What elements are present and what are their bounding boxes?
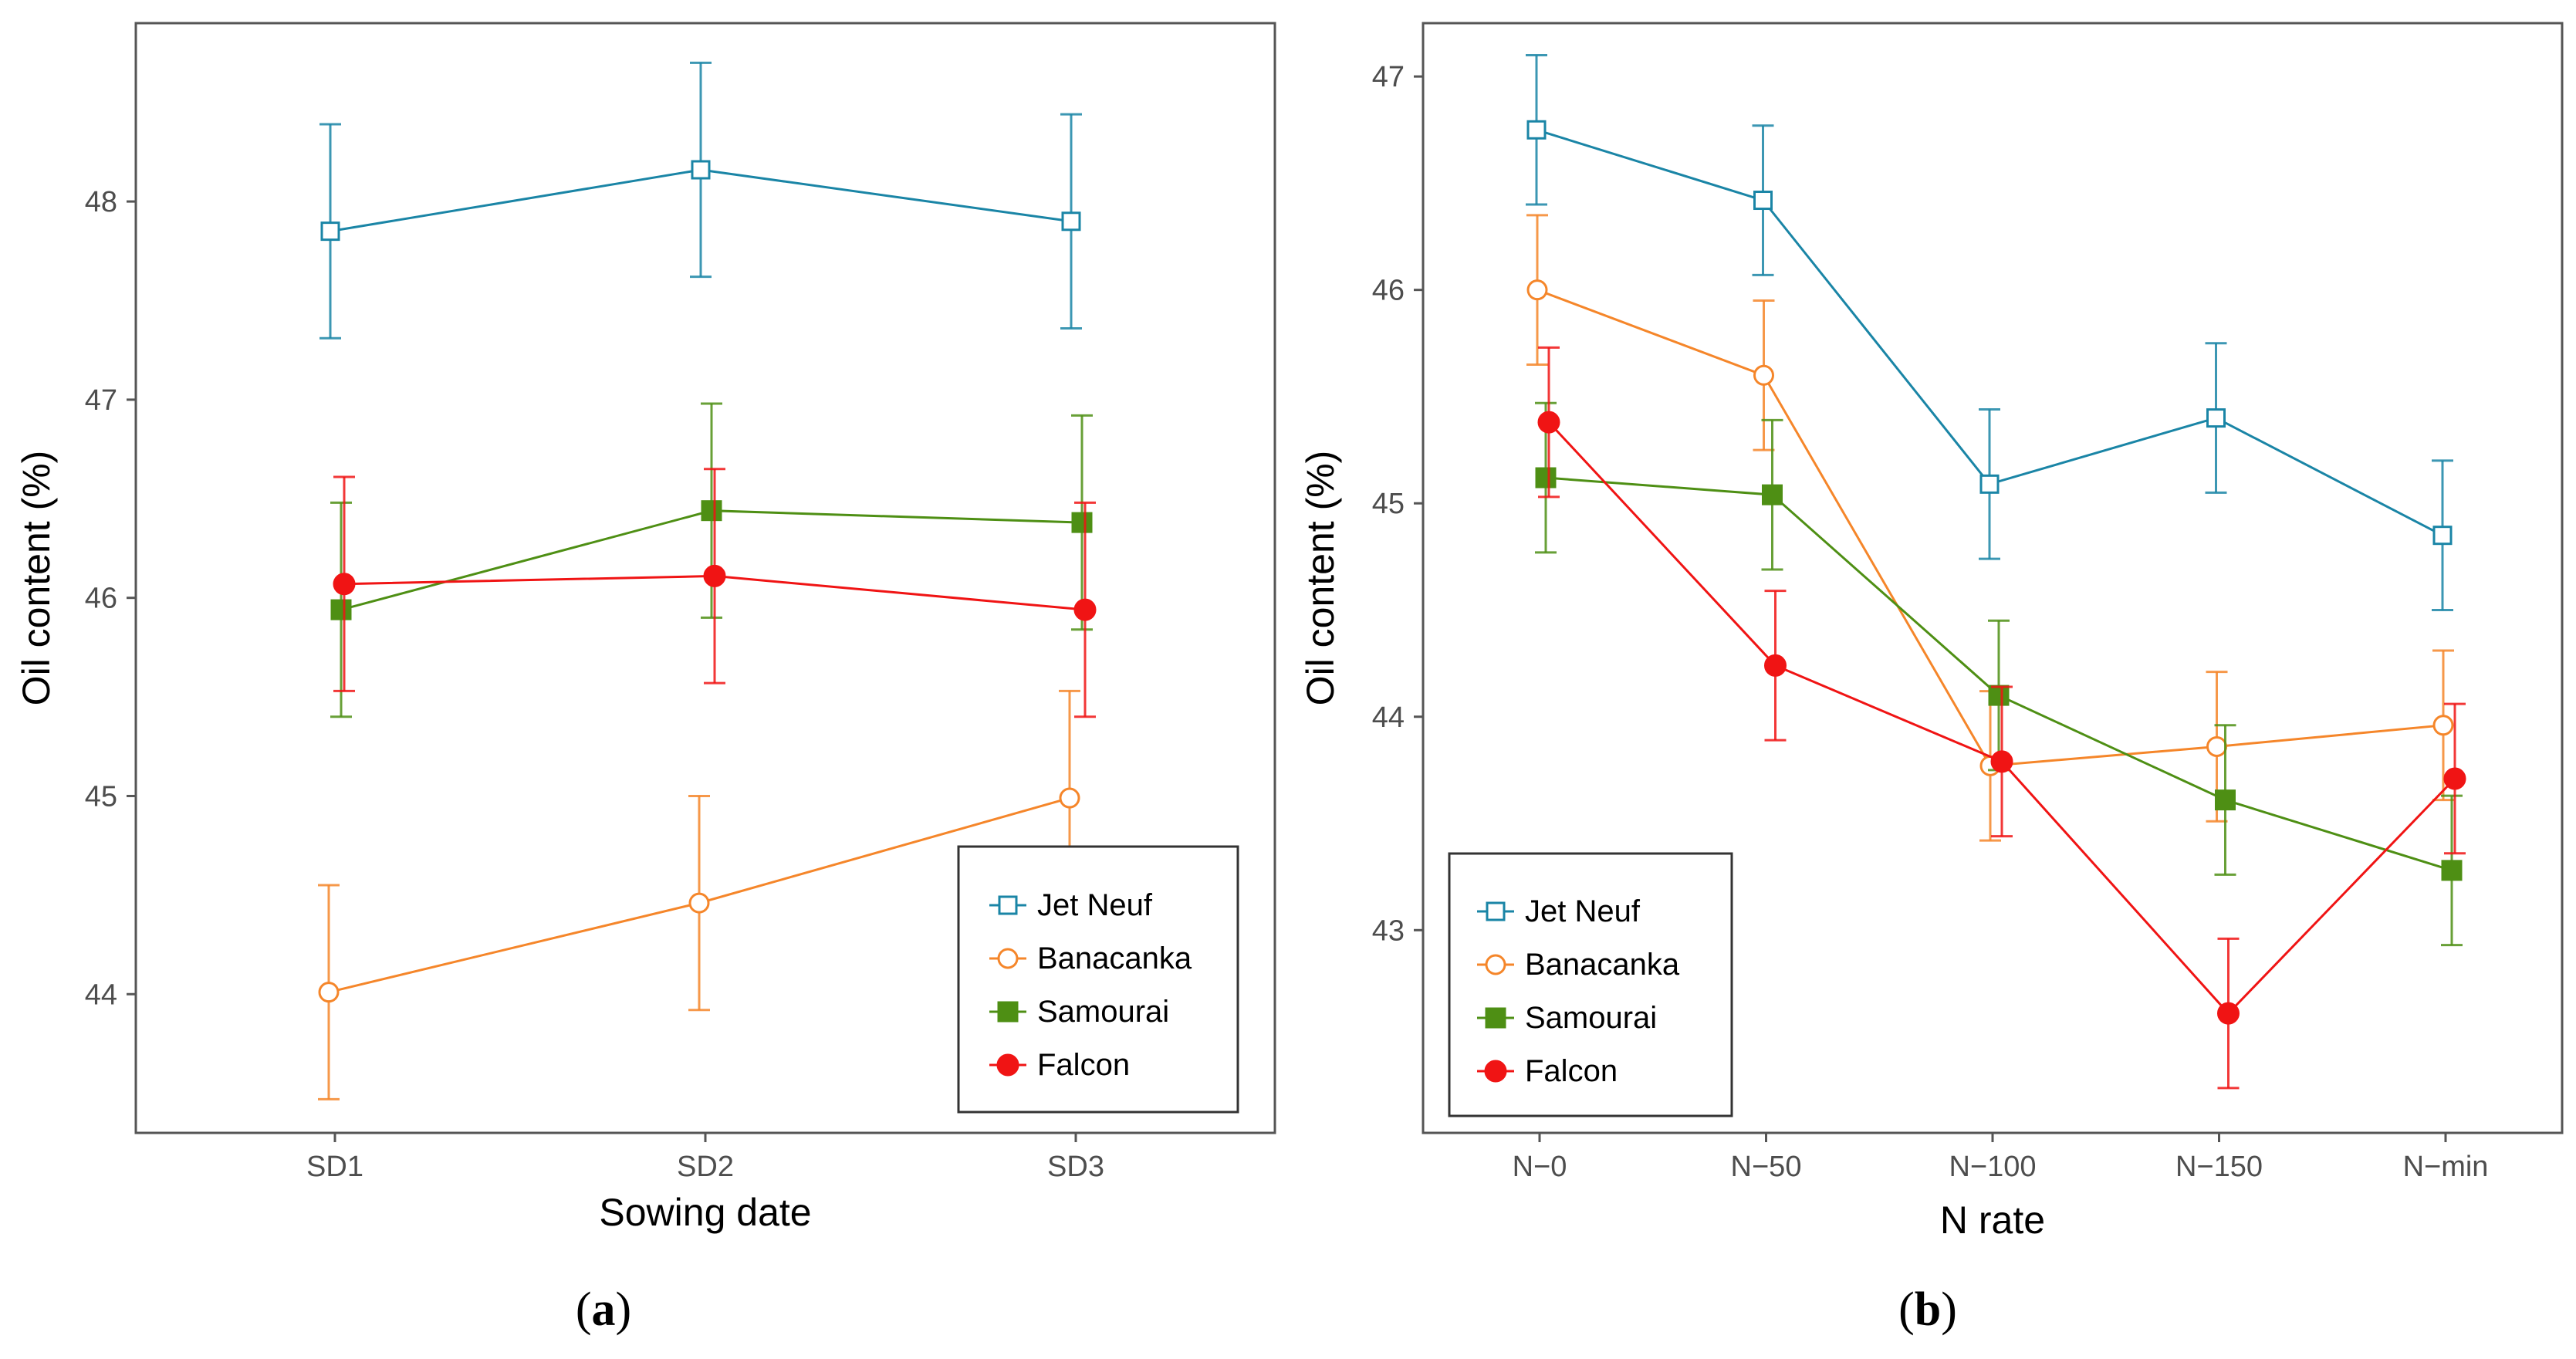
panel-a-point-banacanka [1059,787,1080,809]
panel-b-series-samourai [1535,401,2463,947]
panel-a-y-tick-label: 48 [85,186,117,218]
panel-a-x-tick-label: SD3 [1047,1151,1104,1183]
panel-a-y-tick-label: 44 [85,979,117,1011]
panel-a-point-jet-neuf [691,160,711,180]
panel-b-point-falcon [1990,750,2013,773]
panel-a-point-samourai [1071,512,1093,533]
panel-a-point-falcon [703,564,726,587]
panel-a-legend-label-jet-neuf: Jet Neuf [1037,888,1153,922]
panel-b-point-banacanka [2206,735,2227,757]
panel-b-x-tick-label: N−100 [1949,1151,2036,1183]
panel-b-x-tick-label: N−50 [1731,1151,1802,1183]
panel-b-legend-marker-falcon [1484,1060,1507,1083]
panel-a-legend-marker-samourai [997,1001,1019,1023]
panel-a-y-tick-label: 45 [85,780,117,813]
panel-a-legend-marker-banacanka [997,948,1019,969]
panel-b-legend-marker-jet-neuf [1486,901,1506,921]
panel-b-legend-label-samourai: Samourai [1525,1001,1657,1035]
panel-a-legend: Jet Neuf Banacanka Samourai Falcon [957,845,1239,1114]
panel-b-point-banacanka [1753,364,1774,386]
panel-a-legend-label-falcon: Falcon [1037,1048,1130,1082]
panel-b-legend-marker-samourai [1485,1007,1506,1029]
panel-a-x-tick-label: SD1 [306,1151,363,1183]
panel-b-series-falcon [1537,346,2466,1090]
panel-b-legend-marker-banacanka [1485,954,1506,975]
panel-b-point-falcon [2217,1002,2240,1025]
panel-a-caption: (a) [576,1283,631,1336]
panel-b-y-tick-label: 44 [1372,701,1405,734]
panel-b-legend-label-falcon: Falcon [1525,1054,1618,1088]
panel-b-x-axis-title: N rate [1940,1198,2045,1242]
panel-a-point-samourai [701,500,722,522]
panel-b-point-samourai [2215,789,2236,811]
panel-b-y-tick-label: 43 [1372,914,1405,947]
panel-a-legend-label-banacanka: Banacanka [1037,941,1192,975]
panel-a-series [318,61,1097,1100]
panel-a-y-axis-title: Oil content (%) [15,451,58,706]
panel-a-series-falcon [333,468,1097,718]
panel-b-legend-label-jet-neuf: Jet Neuf [1525,894,1641,928]
panel-b-point-samourai [2441,860,2463,881]
panel-a-point-banacanka [688,892,710,914]
panel-b-y-axis-title: Oil content (%) [1299,451,1342,706]
panel-a-series-banacanka [318,689,1080,1100]
panel-b-y-tick-label: 47 [1372,61,1405,93]
panel-a-y-tick-label: 46 [85,583,117,615]
panel-b-chart: 43 44 45 46 47 N−0 N−50 N−100 N−150 N−min N rate… [1299,22,2564,1336]
panel-b-series-jet-neuf [1526,53,2453,611]
panel-b-y-tick-label: 45 [1372,488,1405,520]
panel-a-point-jet-neuf [320,221,340,242]
panel-a-legend-marker-jet-neuf [998,895,1018,915]
panel-a-point-jet-neuf [1061,211,1081,232]
panel-b-point-samourai [1535,467,1557,488]
panel-b-series [1526,53,2466,1090]
panel-b-point-jet-neuf [2206,408,2226,428]
panel-a-x-axis-title: Sowing date [599,1191,811,1234]
panel-b-point-banacanka [1526,279,1548,301]
panel-b-legend: Jet Neuf Banacanka Samourai Falcon [1448,852,1733,1117]
panel-a-legend-keys [989,895,1026,1077]
panel-b-point-samourai [1988,685,2010,706]
panel-b-x-axis: N−0 N−50 N−100 N−150 N−min [1513,1133,2489,1183]
panel-b-x-tick-label: N−min [2403,1151,2489,1183]
panel-b-point-jet-neuf [2432,526,2453,546]
panel-a-chart: 44 45 46 47 48 SD1 SD2 SD3 Sowing date Oil con… [15,22,1276,1336]
panel-a-x-axis: SD1 SD2 SD3 [306,1133,1104,1183]
panel-a-point-falcon [333,573,356,596]
panel-a-legend-label-samourai: Samourai [1037,995,1169,1029]
panel-b-point-falcon [1537,411,1560,434]
panel-a-x-tick-label: SD2 [677,1151,734,1183]
panel-b-legend-keys [1477,901,1514,1083]
panel-b-point-jet-neuf [1979,474,2000,494]
panel-b-x-tick-label: N−0 [1513,1151,1567,1183]
panel-a-y-axis: 44 45 46 47 48 [85,186,136,1011]
panel-a-point-falcon [1073,598,1097,621]
panel-a-series-jet-neuf [319,61,1082,340]
panel-a-series-samourai [330,402,1093,718]
panel-b-point-jet-neuf [1753,191,1773,211]
panel-b-point-falcon [2443,767,2466,790]
panel-b-point-banacanka [2432,715,2454,736]
panel-a-point-banacanka [318,982,340,1003]
panel-b-caption: (b) [1898,1283,1957,1336]
panel-a-y-tick-label: 47 [85,384,117,417]
panel-b-x-tick-label: N−150 [2175,1151,2263,1183]
panel-b-legend-label-banacanka: Banacanka [1525,948,1680,982]
panel-b-point-samourai [1762,484,1783,505]
panel-b-y-axis: 43 44 45 46 47 [1372,61,1423,947]
panel-b-y-tick-label: 46 [1372,275,1405,307]
panel-a-point-samourai [330,599,352,620]
panel-b-point-jet-neuf [1526,120,1547,140]
panel-b-point-falcon [1764,654,1787,677]
panel-a-legend-marker-falcon [996,1053,1019,1077]
